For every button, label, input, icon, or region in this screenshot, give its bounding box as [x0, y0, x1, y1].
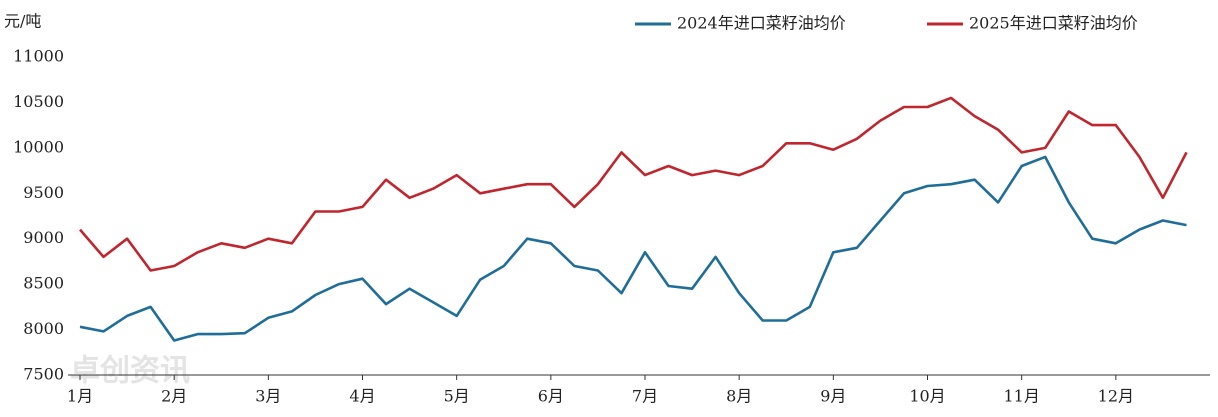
x-tick-label: 8月	[726, 387, 752, 406]
y-tick-label: 11000	[13, 47, 64, 66]
legend-label: 2025年进口菜籽油均价	[969, 14, 1138, 33]
y-tick-label: 9000	[23, 228, 64, 247]
y-tick-label: 10000	[13, 137, 64, 156]
legend-label: 2024年进口菜籽油均价	[677, 14, 846, 33]
y-tick-label: 8500	[23, 274, 64, 293]
x-tick-label: 9月	[820, 387, 846, 406]
x-tick-label: 10月	[909, 387, 945, 406]
watermark: 卓创资讯	[70, 354, 190, 389]
x-tick-label: 4月	[349, 387, 375, 406]
y-axis-label: 元/吨	[4, 12, 41, 31]
x-tick-label: 2月	[161, 387, 187, 406]
y-tick-label: 8000	[23, 319, 64, 338]
line-series	[79, 96, 1188, 272]
legend: 2024年进口菜籽油均价 2025年进口菜籽油均价	[635, 14, 1138, 33]
x-tick-label: 5月	[444, 387, 470, 406]
y-tick-label: 7500	[23, 365, 64, 384]
x-tick-label: 6月	[538, 387, 564, 406]
y-tick-label: 10500	[13, 92, 64, 111]
x-tick-label: 11月	[1003, 387, 1039, 406]
x-tick-label: 12月	[1098, 387, 1134, 406]
line-series	[79, 155, 1187, 342]
x-tick-label: 1月	[67, 387, 93, 406]
x-tick-label: 3月	[255, 387, 281, 406]
y-tick-label: 9500	[23, 183, 64, 202]
x-tick-label: 7月	[632, 387, 658, 406]
